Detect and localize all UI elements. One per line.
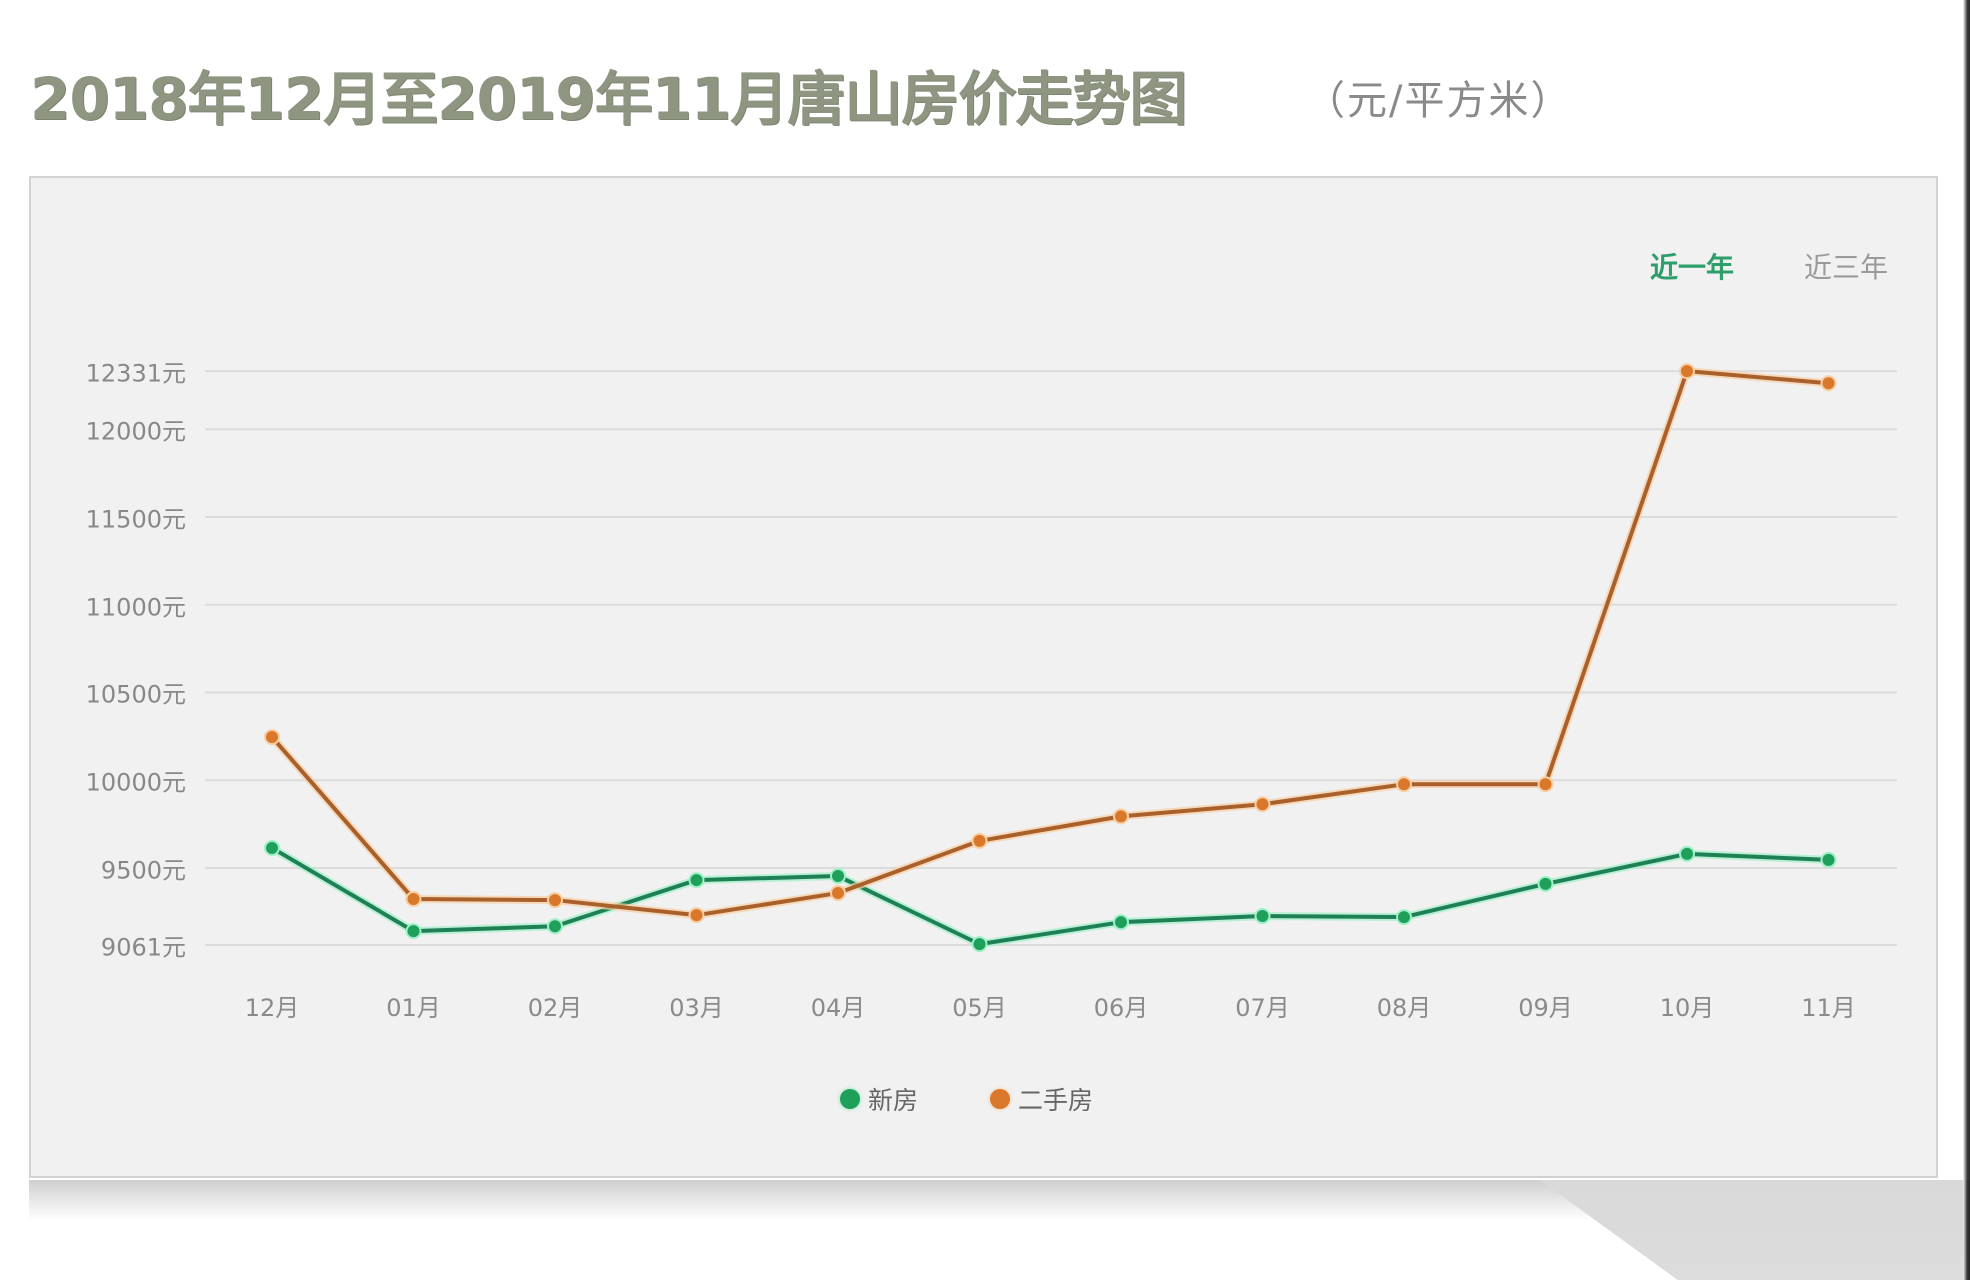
data-point[interactable] — [264, 839, 280, 856]
gridlines — [205, 370, 1897, 946]
x-tick-label: 12月 — [244, 994, 300, 1022]
data-point[interactable] — [547, 892, 563, 909]
chart-card — [29, 176, 1938, 1178]
data-point[interactable] — [1113, 808, 1129, 825]
data-point[interactable] — [688, 872, 705, 889]
second-hand-line — [270, 369, 1829, 918]
data-point[interactable] — [1820, 375, 1837, 392]
series-lines — [268, 367, 1829, 949]
x-tick-label: 07月 — [1235, 994, 1290, 1022]
data-point[interactable] — [1396, 776, 1412, 793]
legend-second-hand[interactable]: 二手房 — [990, 1081, 1093, 1117]
series-points — [264, 363, 1837, 953]
legend-new-house[interactable]: 新房 — [840, 1081, 918, 1117]
data-point[interactable] — [1820, 851, 1837, 868]
x-tick-label: 02月 — [527, 994, 583, 1022]
data-point[interactable] — [1679, 363, 1695, 380]
unit-label: （元/平方米） — [1305, 78, 1573, 124]
new-house-line — [270, 846, 1829, 947]
data-point[interactable] — [405, 891, 422, 908]
data-point[interactable] — [264, 729, 280, 746]
y-tick-label: 12000元 — [85, 417, 186, 446]
data-point[interactable] — [547, 918, 563, 935]
x-tick-label: 10月 — [1659, 994, 1715, 1022]
y-tick-label: 10500元 — [85, 680, 186, 709]
data-point[interactable] — [1254, 908, 1271, 925]
x-tick-label: 08月 — [1376, 994, 1432, 1022]
right-edge — [1963, 0, 1970, 1280]
data-point[interactable] — [1254, 796, 1271, 813]
legend-label: 二手房 — [1018, 1086, 1094, 1115]
data-point[interactable] — [1679, 845, 1695, 862]
y-tick-label: 9061元 — [100, 933, 186, 962]
data-point[interactable] — [830, 885, 846, 902]
x-tick-label: 05月 — [952, 994, 1007, 1022]
tab-past-three-years[interactable]: 近三年 — [1804, 251, 1889, 284]
y-tick-label: 10000元 — [85, 768, 186, 797]
legend-label: 新房 — [868, 1086, 919, 1115]
y-tick-label: 11500元 — [85, 505, 186, 534]
green-dot-icon — [840, 1089, 860, 1109]
tab-past-year[interactable]: 近一年 — [1650, 251, 1735, 284]
x-tick-label: 09月 — [1518, 994, 1573, 1022]
data-point[interactable] — [1396, 909, 1412, 926]
data-point[interactable] — [971, 936, 988, 953]
data-point[interactable] — [1537, 776, 1554, 793]
page-title: 2018年12月至2019年11月唐山房价走势图 — [30, 65, 1187, 133]
data-point[interactable] — [971, 832, 988, 849]
y-tick-label: 9500元 — [100, 856, 186, 885]
orange-dot-icon — [990, 1089, 1010, 1109]
x-tick-label: 04月 — [810, 994, 866, 1022]
x-tick-label: 11月 — [1801, 994, 1856, 1022]
x-tick-label: 06月 — [1093, 994, 1149, 1022]
data-point[interactable] — [1537, 875, 1554, 892]
y-tick-label: 11000元 — [85, 593, 186, 622]
data-point[interactable] — [688, 907, 705, 924]
data-point[interactable] — [1113, 914, 1129, 931]
data-point[interactable] — [405, 923, 422, 940]
y-tick-label: 12331元 — [85, 359, 186, 388]
x-tick-label: 03月 — [669, 994, 724, 1022]
x-tick-label: 01月 — [386, 994, 441, 1022]
data-point[interactable] — [830, 868, 846, 885]
